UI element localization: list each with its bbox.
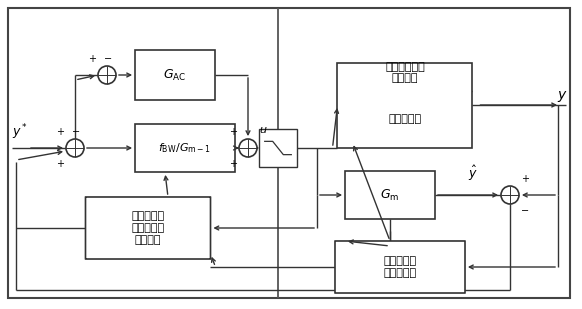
Text: y: y <box>558 88 566 102</box>
Text: $G_{\mathrm{m}}$: $G_{\mathrm{m}}$ <box>380 188 400 203</box>
Text: $G_{\mathrm{AC}}$: $G_{\mathrm{AC}}$ <box>164 67 187 83</box>
Text: 不确定摄动: 不确定摄动 <box>388 114 421 124</box>
Text: 灰色优化自
适应滤波器
参数调节: 灰色优化自 适应滤波器 参数调节 <box>132 211 165 245</box>
Text: 智能风机叶片
振动系统: 智能风机叶片 振动系统 <box>385 62 425 83</box>
FancyBboxPatch shape <box>335 241 465 293</box>
Text: −: − <box>72 127 80 137</box>
Text: +: + <box>88 54 96 64</box>
Text: $f_{\mathrm{BW}}/G_{\mathrm{m-1}}$: $f_{\mathrm{BW}}/G_{\mathrm{m-1}}$ <box>158 141 211 155</box>
Bar <box>338 62 473 147</box>
Bar <box>345 171 435 219</box>
Circle shape <box>66 139 84 157</box>
Text: −: − <box>521 206 529 216</box>
Circle shape <box>239 139 257 157</box>
Text: $y^*$: $y^*$ <box>12 122 28 142</box>
Text: −: − <box>104 54 112 64</box>
Text: +: + <box>56 127 64 137</box>
Text: $\hat{y}$: $\hat{y}$ <box>467 164 477 183</box>
Text: u: u <box>259 125 266 135</box>
Text: 灰色优化差
分进化辨识: 灰色优化差 分进化辨识 <box>384 256 417 278</box>
Text: +: + <box>229 159 237 169</box>
FancyBboxPatch shape <box>86 197 211 259</box>
Text: +: + <box>521 174 529 184</box>
Text: +: + <box>56 159 64 169</box>
Circle shape <box>501 186 519 204</box>
Circle shape <box>98 66 116 84</box>
Text: +: + <box>229 127 237 137</box>
Bar <box>135 50 215 100</box>
Bar <box>135 124 235 172</box>
Bar <box>259 129 297 167</box>
